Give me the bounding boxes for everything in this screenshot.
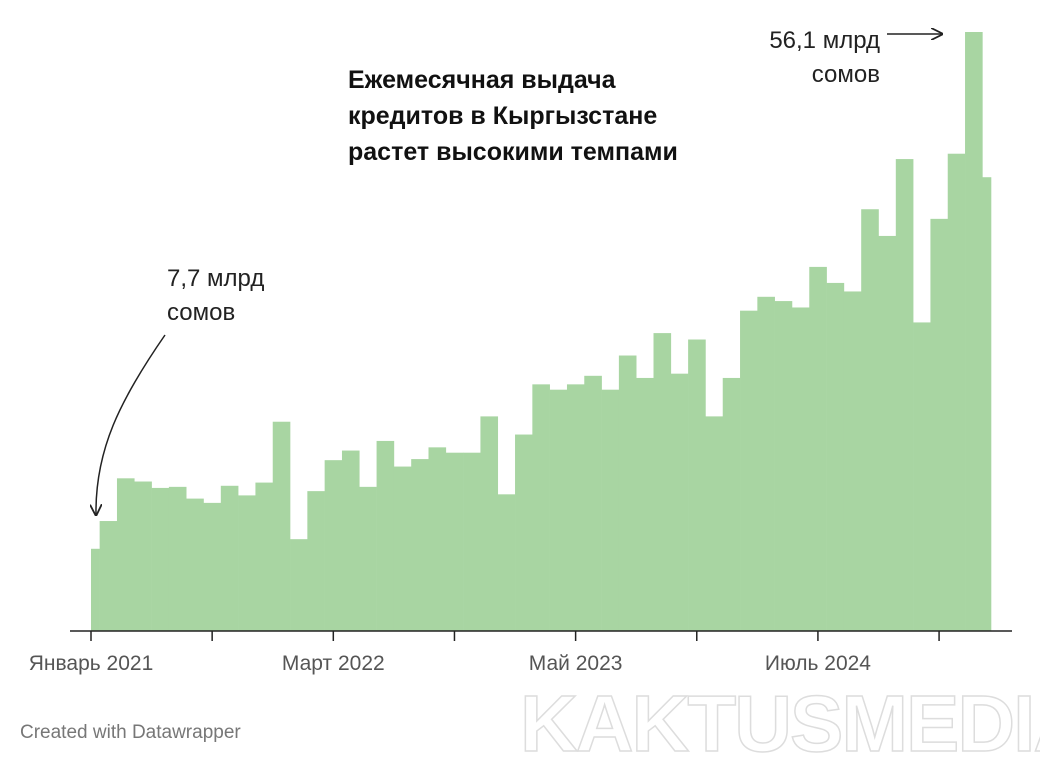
bar — [307, 491, 325, 631]
bars — [91, 32, 992, 632]
bar — [843, 291, 862, 631]
bar — [549, 389, 568, 631]
bar — [497, 494, 516, 631]
bar — [116, 478, 135, 631]
bar — [930, 218, 949, 632]
bar — [740, 310, 758, 631]
bar — [480, 416, 499, 631]
watermark: KAKTUSMEDIA — [519, 678, 1040, 769]
bar — [618, 355, 637, 631]
bar — [791, 307, 810, 631]
bar — [982, 177, 992, 631]
x-tick-label: Май 2023 — [528, 652, 623, 675]
bar — [376, 440, 395, 631]
bar — [203, 502, 222, 631]
bar — [965, 32, 983, 631]
bar — [428, 447, 447, 631]
bar — [826, 282, 845, 631]
bar — [445, 452, 464, 631]
footer: Created with Datawrapper — [20, 722, 241, 743]
bar — [688, 339, 706, 631]
bar — [168, 486, 187, 631]
x-tick-label: Январь 2021 — [28, 652, 154, 675]
bar — [809, 266, 827, 631]
bar — [757, 296, 775, 631]
bar — [861, 209, 879, 631]
bar — [566, 384, 585, 631]
bar — [255, 482, 274, 631]
bar — [134, 481, 152, 631]
bar — [532, 384, 550, 631]
bar — [359, 486, 377, 631]
bar — [515, 434, 533, 631]
bar — [220, 485, 239, 631]
bar — [653, 333, 672, 631]
chart-title: Ежемесячная выдача кредитов в Кыргызстан… — [348, 66, 678, 166]
bar — [895, 159, 914, 631]
arrow — [96, 334, 166, 515]
bar — [705, 416, 724, 631]
bar — [324, 460, 343, 631]
bar — [341, 450, 360, 631]
bar — [722, 377, 741, 631]
bar — [774, 301, 793, 631]
x-tick-label: Июль 2024 — [764, 652, 871, 675]
bar — [272, 421, 291, 631]
bar — [913, 322, 931, 631]
bar — [186, 498, 204, 631]
bar — [584, 375, 602, 631]
bar — [670, 373, 689, 631]
bar — [238, 495, 256, 631]
bar — [151, 487, 170, 631]
bar — [290, 539, 308, 631]
bar — [601, 389, 620, 631]
bar — [393, 466, 412, 631]
x-tick-label: Март 2022 — [281, 652, 385, 675]
annotation: 7,7 млрд сомов — [167, 265, 265, 326]
bar — [99, 521, 118, 631]
bar — [878, 235, 897, 631]
annotation: 56,1 млрд сомов — [769, 27, 880, 88]
bar — [947, 153, 966, 631]
bar — [636, 377, 654, 631]
bar — [411, 459, 429, 631]
bar — [91, 548, 100, 631]
bar — [463, 452, 481, 631]
